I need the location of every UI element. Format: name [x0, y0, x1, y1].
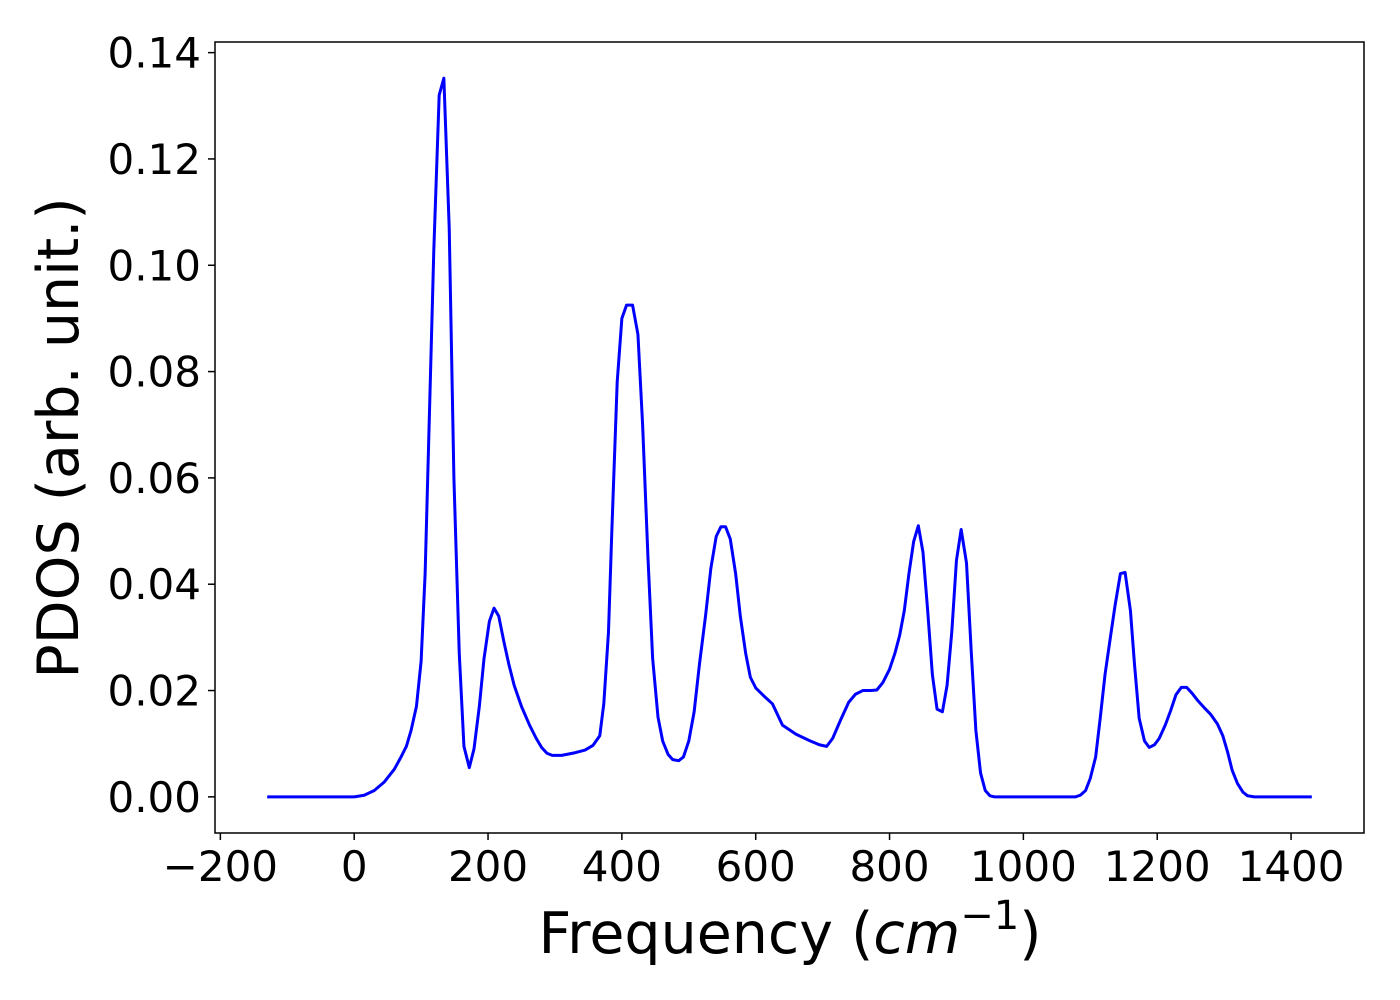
x-tick-label: 1200 — [1104, 842, 1211, 891]
x-label-close: ) — [1019, 901, 1041, 967]
x-tick-label: 400 — [582, 842, 662, 891]
x-tick-label: 800 — [849, 842, 929, 891]
plot-frame — [214, 41, 1365, 834]
x-tick-label: −200 — [163, 842, 278, 891]
y-axis-label: PDOS (arb. unit.) — [26, 197, 92, 678]
data-line — [267, 76, 1312, 799]
y-tick-label: 0.14 — [107, 29, 201, 78]
x-tick-label: 1000 — [970, 842, 1077, 891]
y-tick-label: 0.10 — [107, 241, 201, 290]
y-tick-label: 0.02 — [107, 667, 201, 716]
x-tick-label: 0 — [341, 842, 368, 891]
x-label-sup: −1 — [960, 893, 1019, 939]
x-tick-label: 200 — [448, 842, 528, 891]
x-label-math: cm — [873, 901, 960, 967]
x-tick-label: 600 — [716, 842, 796, 891]
y-tick-label: 0.00 — [107, 773, 201, 822]
y-tick-label: 0.08 — [107, 348, 201, 397]
y-tick-label: 0.04 — [107, 560, 201, 609]
x-axis-label: Frequency (cm−1) — [539, 893, 1042, 967]
y-tick-label: 0.12 — [107, 135, 201, 184]
y-tick-label: 0.06 — [107, 454, 201, 503]
x-tick-label: 1400 — [1238, 842, 1345, 891]
x-label-text: Frequency ( — [539, 901, 874, 967]
